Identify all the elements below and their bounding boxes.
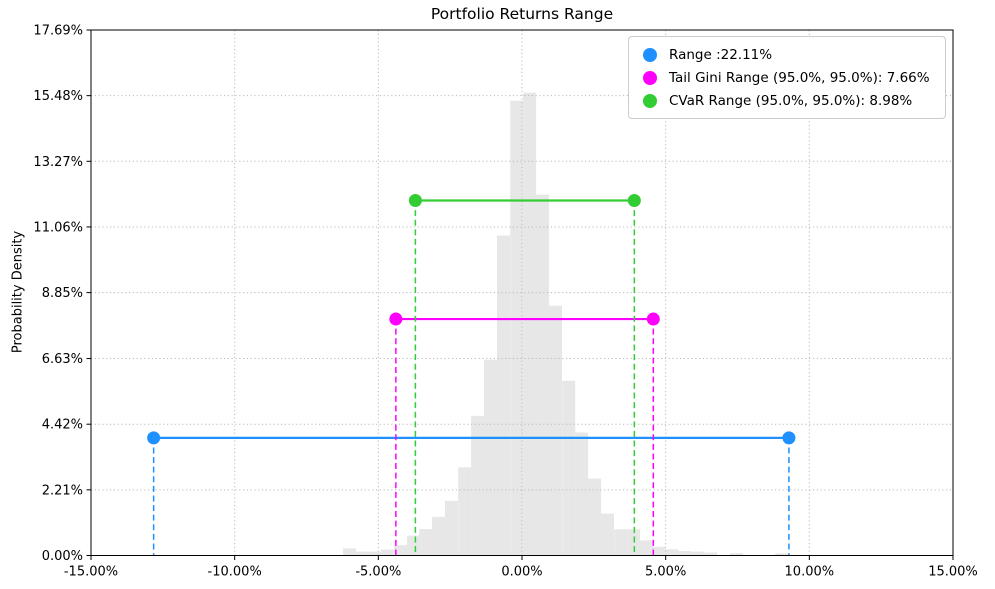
legend-label-tail-gini: Tail Gini Range (95.0%, 95.0%): 7.66%	[669, 69, 930, 86]
histogram-bar	[407, 535, 421, 556]
histogram-bar	[369, 551, 383, 556]
y-tick-label: 13.27%	[33, 155, 83, 170]
legend-item-range: Range :22.11%	[643, 45, 935, 64]
histogram-bar	[678, 551, 692, 556]
plot-border	[90, 29, 954, 556]
cvar-marker-icon	[643, 93, 657, 108]
axis-ticks: -15.00% -10.00% -5.00% 0.00% 5.00% 10.00% 15.0…	[33, 24, 977, 580]
histogram-bar	[652, 546, 666, 556]
x-tick-label: 5.00%	[645, 565, 686, 580]
y-tick-label: 0.00%	[42, 549, 83, 564]
x-tick-label: 15.00%	[928, 565, 978, 580]
histogram-bar	[342, 548, 356, 556]
x-tick-label: -10.00%	[208, 565, 262, 580]
histogram-bar	[775, 553, 789, 556]
histogram-bar	[691, 551, 705, 556]
y-tick-label: 2.21%	[42, 483, 83, 498]
y-tick-label: 8.85%	[42, 286, 83, 301]
histogram-bar	[458, 467, 472, 556]
histogram-bar	[614, 529, 628, 556]
histogram-bar	[394, 545, 408, 556]
legend-label-range: Range :22.11%	[669, 46, 773, 63]
histogram-bar	[380, 549, 394, 556]
range-endpoint-marker	[389, 312, 403, 326]
y-tick-label: 17.69%	[33, 24, 83, 39]
range-endpoint-marker	[147, 431, 161, 445]
legend-item-cvar: CVaR Range (95.0%, 95.0%): 8.98%	[643, 91, 935, 110]
histogram-bar	[665, 549, 679, 556]
range-series-2	[408, 194, 641, 556]
x-tick-label: 0.00%	[501, 565, 542, 580]
histogram-bar	[432, 516, 446, 556]
y-tick-label: 6.63%	[42, 352, 83, 367]
histogram-bar	[471, 415, 485, 556]
range-series-1	[389, 312, 660, 556]
x-tick-label: -15.00%	[64, 565, 118, 580]
legend-item-tail-gini: Tail Gini Range (95.0%, 95.0%): 7.66%	[643, 68, 935, 87]
histogram-bar	[562, 380, 576, 556]
histogram-bar	[588, 478, 602, 556]
y-axis-label: Probability Density	[10, 230, 26, 354]
histogram-bar	[536, 194, 550, 556]
tail-gini-marker-icon	[643, 70, 657, 85]
histogram-bar	[419, 529, 433, 556]
range-endpoint-marker	[782, 431, 796, 445]
y-tick-label: 4.42%	[42, 418, 83, 433]
range-marker-icon	[643, 47, 657, 62]
histogram-bar	[704, 552, 718, 556]
histogram-bar	[484, 359, 498, 556]
legend: Range :22.11% Tail Gini Range (95.0%, 95…	[628, 36, 946, 119]
x-tick-label: -5.00%	[355, 565, 401, 580]
histogram-bar	[444, 500, 458, 556]
histogram	[342, 92, 789, 556]
range-endpoint-marker	[408, 194, 422, 208]
range-endpoint-marker	[646, 312, 660, 326]
histogram-bar	[549, 305, 562, 556]
range-series-0	[147, 431, 796, 556]
histogram-bar	[575, 432, 589, 556]
histogram-bar	[510, 100, 524, 556]
histogram-bar	[730, 553, 744, 556]
histogram-bar	[601, 513, 615, 556]
histogram-bar	[497, 235, 510, 556]
y-tick-label: 15.48%	[33, 89, 83, 104]
histogram-bar	[640, 540, 654, 556]
y-tick-label: 11.06%	[33, 220, 83, 235]
range-endpoint-marker	[627, 194, 641, 208]
histogram-bar	[523, 92, 537, 556]
legend-label-cvar: CVaR Range (95.0%, 95.0%): 8.98%	[669, 92, 913, 109]
chart-title: Portfolio Returns Range	[430, 5, 614, 23]
histogram-bar	[355, 551, 369, 556]
x-tick-label: 10.00%	[785, 565, 835, 580]
